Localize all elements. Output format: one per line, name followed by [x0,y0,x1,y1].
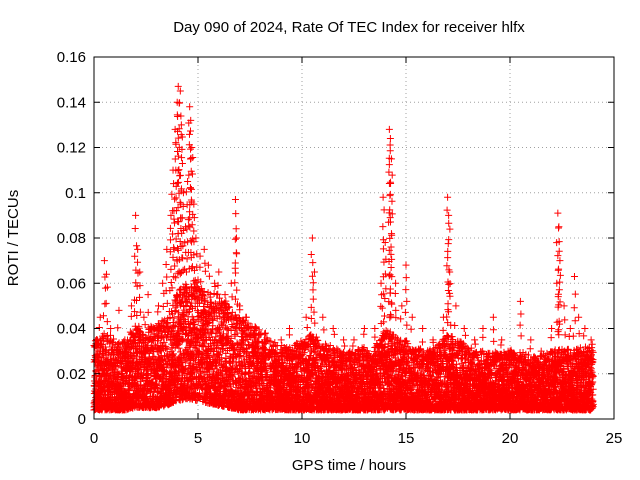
data-point [214,290,222,298]
data-point [122,375,130,383]
data-point [100,337,108,345]
data-point [170,314,178,322]
data-point [93,344,101,352]
data-point [103,356,111,364]
data-point [251,323,259,331]
chart-title: Day 090 of 2024, Rate Of TEC Index for r… [173,19,525,36]
data-point [110,335,118,343]
data-point [256,331,264,339]
data-points [90,82,597,414]
grid [94,57,614,419]
data-point [121,388,129,396]
data-point [118,384,126,392]
